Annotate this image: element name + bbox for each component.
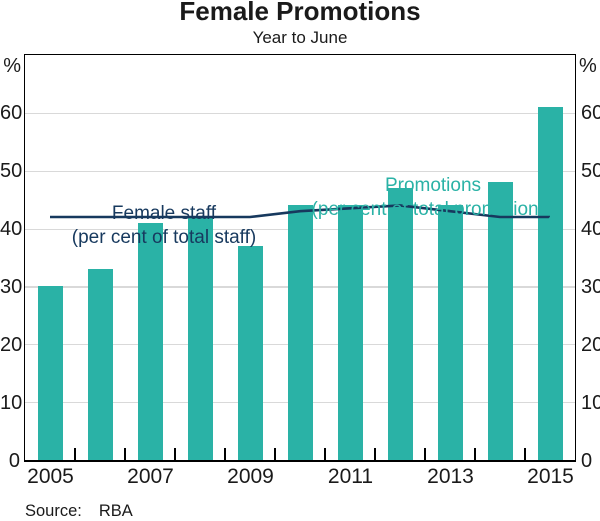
ytick-right-60: 60 [581, 102, 600, 125]
series-label-promotions-line1: Promotions [384, 175, 482, 196]
xtick-label-2009: 2009 [227, 465, 274, 488]
ytick-left-50: 50 [0, 160, 23, 183]
ytick-left-0: 0 [8, 449, 20, 472]
bar-2011 [337, 205, 363, 460]
ytick-left-20: 20 [0, 333, 23, 356]
axis-tick-8 [424, 448, 426, 460]
series-label-female-staff-line2: (per cent of total staff) [71, 227, 257, 248]
axis-tick-5 [274, 448, 276, 460]
bar-2008 [187, 217, 213, 460]
ytick-left-40: 40 [0, 218, 23, 241]
ytick-right-10: 10 [581, 391, 600, 414]
axis-tick-7 [374, 448, 376, 460]
xtick-label-2005: 2005 [27, 465, 74, 488]
ytick-left-30: 30 [0, 275, 23, 298]
axis-tick-6 [324, 448, 326, 460]
unit-label-left: % [3, 55, 21, 77]
chart-title: Female Promotions [179, 0, 421, 26]
series-label-promotions: Promotions (per cent of total promotions… [303, 174, 563, 222]
axis-tick-9 [474, 448, 476, 460]
gridline-60 [25, 112, 575, 115]
xtick-label-2013: 2013 [427, 465, 474, 488]
ytick-right-30: 30 [581, 275, 600, 298]
bar-2007 [137, 222, 163, 460]
bar-2005 [37, 286, 63, 460]
xtick-label-2007: 2007 [127, 465, 174, 488]
plot-area: Promotions (per cent of total promotions… [24, 54, 576, 462]
ytick-right-20: 20 [581, 333, 600, 356]
axis-tick-10 [524, 448, 526, 460]
ytick-left-10: 10 [0, 391, 23, 414]
source-row: Source: RBA [25, 502, 133, 521]
ytick-right-0: 0 [581, 449, 593, 472]
unit-label-right: % [579, 55, 597, 77]
source-value: RBA [98, 502, 133, 520]
gridline-50 [25, 170, 575, 172]
source-label: Source: [25, 502, 82, 520]
series-label-female-staff: Female staff (per cent of total staff) [55, 202, 273, 250]
xtick-label-2011: 2011 [327, 465, 374, 488]
bar-2009 [237, 245, 263, 460]
axis-tick-3 [174, 448, 176, 460]
axis-tick-2 [124, 448, 126, 460]
bar-2006 [87, 269, 113, 460]
bar-2012 [387, 188, 413, 460]
bar-2015 [537, 107, 563, 460]
series-label-female-staff-line1: Female staff [111, 203, 217, 224]
bar-2014 [487, 182, 513, 460]
ytick-right-50: 50 [581, 160, 600, 183]
xtick-label-2015: 2015 [527, 465, 574, 488]
ytick-right-40: 40 [581, 218, 600, 241]
bar-2013 [437, 205, 463, 460]
ytick-left-60: 60 [0, 102, 23, 125]
series-label-promotions-line2: (per cent of total promotions) [311, 199, 555, 220]
axis-tick-1 [74, 448, 76, 460]
bar-2010 [287, 205, 313, 460]
chart-subtitle: Year to June [252, 28, 348, 47]
axis-tick-4 [224, 448, 226, 460]
